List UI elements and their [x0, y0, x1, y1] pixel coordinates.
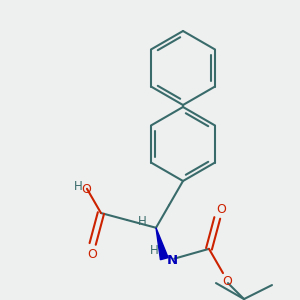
Text: O: O — [81, 183, 91, 196]
Text: N: N — [167, 254, 178, 267]
Text: O: O — [222, 274, 232, 288]
Polygon shape — [156, 228, 168, 260]
Text: H: H — [150, 244, 159, 257]
Text: H: H — [138, 215, 146, 228]
Text: H: H — [74, 180, 82, 193]
Text: O: O — [88, 248, 98, 261]
Text: O: O — [216, 203, 226, 216]
